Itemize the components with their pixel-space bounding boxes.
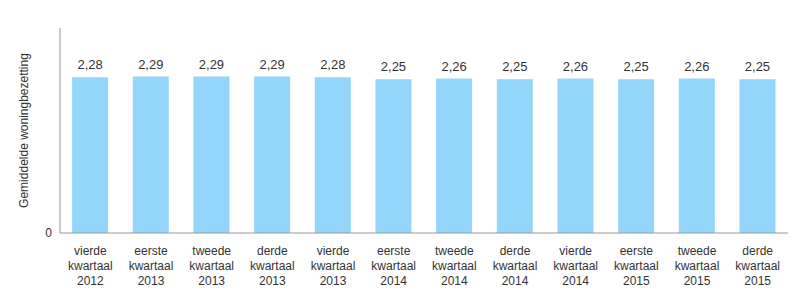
svg-text:2,26: 2,26 — [441, 59, 466, 74]
svg-text:vierdekwartaal2014: vierdekwartaal2014 — [553, 244, 598, 288]
svg-text:2,28: 2,28 — [320, 57, 345, 72]
svg-text:derdekwartaal2014: derdekwartaal2014 — [493, 244, 538, 288]
svg-text:tweedekwartaal2014: tweedekwartaal2014 — [432, 244, 477, 288]
svg-text:derdekwartaal2013: derdekwartaal2013 — [250, 244, 295, 288]
svg-text:2,28: 2,28 — [77, 57, 102, 72]
svg-text:2,25: 2,25 — [381, 59, 406, 74]
svg-text:derdekwartaal2015: derdekwartaal2015 — [735, 244, 780, 288]
svg-text:2,25: 2,25 — [745, 59, 770, 74]
svg-text:2,29: 2,29 — [259, 57, 284, 72]
svg-text:0: 0 — [45, 226, 52, 240]
svg-text:tweedekwartaal2013: tweedekwartaal2013 — [189, 244, 234, 288]
svg-text:vierdekwartaal2013: vierdekwartaal2013 — [311, 244, 356, 288]
svg-text:vierdekwartaal2012: vierdekwartaal2012 — [68, 244, 113, 288]
svg-text:2,29: 2,29 — [138, 57, 163, 72]
svg-text:eerstekwartaal2013: eerstekwartaal2013 — [129, 244, 174, 288]
svg-text:2,29: 2,29 — [199, 57, 224, 72]
svg-text:Gemiddelde woningbezetting: Gemiddelde woningbezetting — [17, 53, 31, 208]
svg-text:2,26: 2,26 — [684, 59, 709, 74]
svg-text:2,26: 2,26 — [563, 59, 588, 74]
svg-text:eerstekwartaal2014: eerstekwartaal2014 — [371, 244, 416, 288]
svg-text:2,25: 2,25 — [623, 59, 648, 74]
svg-text:tweedekwartaal2015: tweedekwartaal2015 — [675, 244, 720, 288]
svg-text:eerstekwartaal2015: eerstekwartaal2015 — [614, 244, 659, 288]
svg-text:2,25: 2,25 — [502, 59, 527, 74]
